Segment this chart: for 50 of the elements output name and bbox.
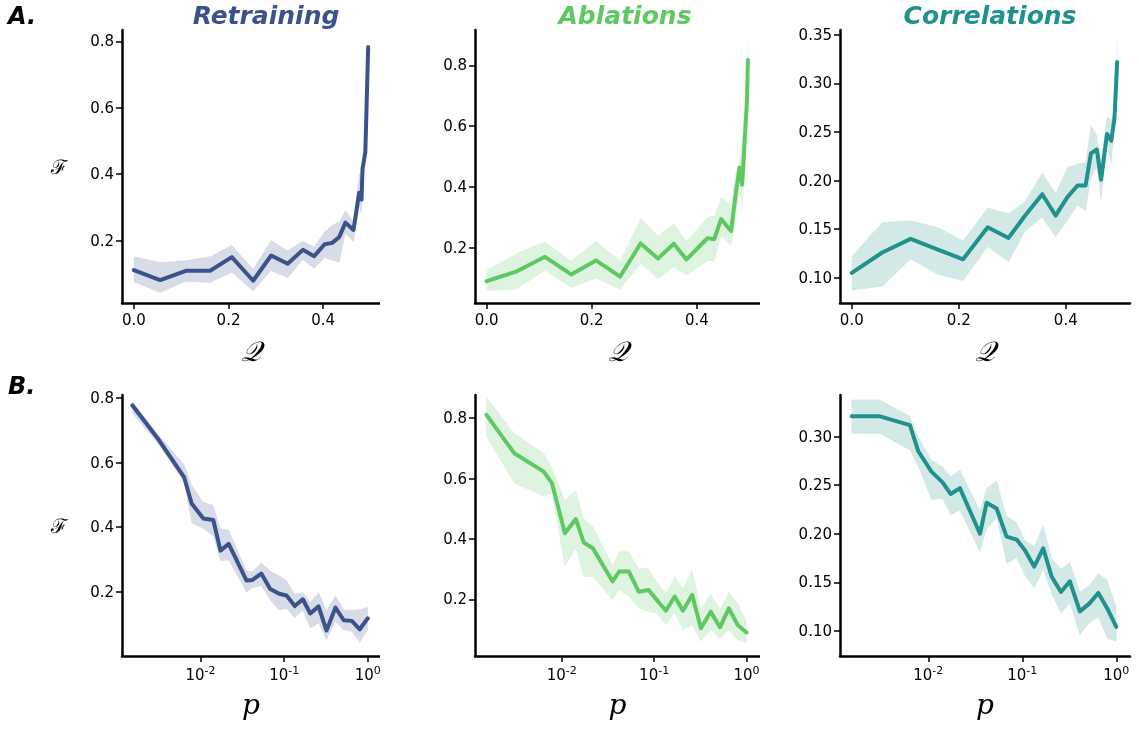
y-tick-label: 0.15 bbox=[798, 220, 832, 239]
text: A. bbox=[6, 2, 37, 30]
y-tick-label: 0.4 bbox=[90, 165, 114, 184]
y-tick-label: 0.25 bbox=[798, 123, 832, 142]
y-tick-label: 0.6 bbox=[443, 117, 467, 136]
y-tick-label: 0.4 bbox=[443, 177, 467, 196]
chart-title: Ablations bbox=[556, 1, 692, 30]
x-axis-title: p bbox=[608, 687, 627, 721]
y-tick-label: 0.2 bbox=[443, 590, 467, 609]
y-tick-label: 0.15 bbox=[798, 573, 832, 592]
y-tick-label: 0.20 bbox=[798, 524, 832, 543]
y-tick-label: 0.8 bbox=[90, 389, 114, 408]
y-tick-label: 0.8 bbox=[443, 56, 467, 75]
y-tick-label: 0.35 bbox=[798, 25, 832, 44]
y-tick-label: 0.20 bbox=[798, 171, 832, 190]
x-tick-label: 0.4 bbox=[1053, 310, 1078, 329]
x-axis-title: 𝒬 bbox=[607, 334, 632, 368]
y-tick-label: 0.4 bbox=[90, 518, 114, 537]
x-tick-label: 0.2 bbox=[946, 310, 971, 329]
y-tick-label: 0.8 bbox=[90, 32, 114, 51]
x-axis-title: p bbox=[242, 687, 261, 721]
y-tick-label: 0.30 bbox=[798, 427, 832, 446]
x-axis-title: p bbox=[976, 687, 995, 721]
y-tick-label: 0.25 bbox=[798, 476, 832, 495]
x-tick-label: 0.2 bbox=[216, 310, 241, 329]
y-tick-label: 0.10 bbox=[798, 621, 832, 640]
x-tick-label: 0.0 bbox=[121, 310, 146, 329]
y-tick-label: 0.2 bbox=[90, 231, 114, 250]
y-axis-title: ℱ bbox=[50, 513, 68, 538]
chart-title: Correlations bbox=[903, 1, 1077, 30]
x-tick-label: 0.4 bbox=[311, 310, 336, 329]
y-tick-label: 0.6 bbox=[90, 453, 114, 472]
y-axis-title: ℱ bbox=[50, 154, 68, 179]
y-tick-label: 0.30 bbox=[798, 74, 832, 93]
y-tick-label: 0.6 bbox=[90, 98, 114, 117]
y-tick-label: 0.8 bbox=[443, 409, 467, 428]
y-tick-label: 0.6 bbox=[443, 469, 467, 488]
y-tick-label: 0.2 bbox=[443, 238, 467, 257]
x-tick-label: 0.4 bbox=[684, 310, 709, 329]
chart-title: Retraining bbox=[192, 1, 340, 30]
x-tick-label: 0.0 bbox=[474, 310, 499, 329]
text: B. bbox=[8, 372, 36, 400]
y-tick-label: 0.10 bbox=[798, 268, 832, 287]
x-axis-title: 𝒬 bbox=[975, 334, 999, 368]
x-axis-title: 𝒬 bbox=[241, 334, 265, 368]
x-tick-label: 0.2 bbox=[579, 310, 604, 329]
y-tick-label: 0.2 bbox=[90, 582, 114, 601]
line-series bbox=[849, 60, 1120, 275]
x-tick-label: 0.0 bbox=[839, 310, 864, 329]
y-tick-label: 0.4 bbox=[443, 529, 467, 548]
